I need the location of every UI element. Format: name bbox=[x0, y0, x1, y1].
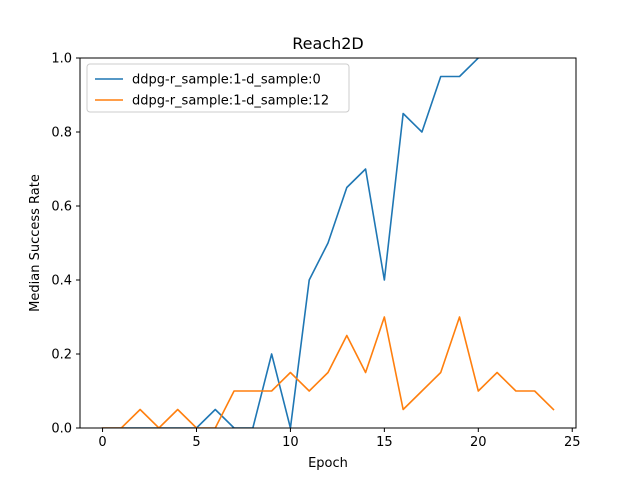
x-axis-label: Epoch bbox=[308, 456, 348, 471]
plot-area-frame bbox=[79, 57, 577, 429]
x-axis: 0 5 10 15 20 25 bbox=[98, 428, 581, 450]
chart-title: Reach2D bbox=[292, 34, 363, 53]
y-tick-label: 0.0 bbox=[51, 422, 72, 437]
x-tick-label: 5 bbox=[192, 435, 200, 450]
x-tick-label: 0 bbox=[98, 435, 106, 450]
x-tick-label: 15 bbox=[376, 435, 393, 450]
x-tick-label: 10 bbox=[282, 435, 299, 450]
y-tick-label: 0.4 bbox=[51, 274, 72, 289]
legend-label-2: ddpg-r_sample:1-d_sample:12 bbox=[132, 94, 329, 109]
legend-label-1: ddpg-r_sample:1-d_sample:0 bbox=[132, 73, 321, 88]
y-tick-label: 0.2 bbox=[51, 348, 72, 363]
y-axis-label: Median Success Rate bbox=[28, 174, 43, 312]
series-line-1 bbox=[101, 58, 480, 428]
y-tick-label: 1.0 bbox=[51, 52, 72, 67]
x-tick-label: 20 bbox=[470, 435, 487, 450]
y-tick-label: 0.6 bbox=[51, 200, 72, 215]
series-line-2 bbox=[101, 316, 555, 428]
x-tick-label: 25 bbox=[564, 435, 581, 450]
legend-box bbox=[86, 63, 350, 113]
y-axis: 0.0 0.2 0.4 0.6 0.8 1.0 bbox=[51, 52, 80, 437]
legend: ddpg-r_sample:1-d_sample:0 ddpg-r_sample:… bbox=[86, 63, 350, 113]
y-tick-label: 0.8 bbox=[51, 126, 72, 141]
plot-area bbox=[101, 58, 555, 428]
